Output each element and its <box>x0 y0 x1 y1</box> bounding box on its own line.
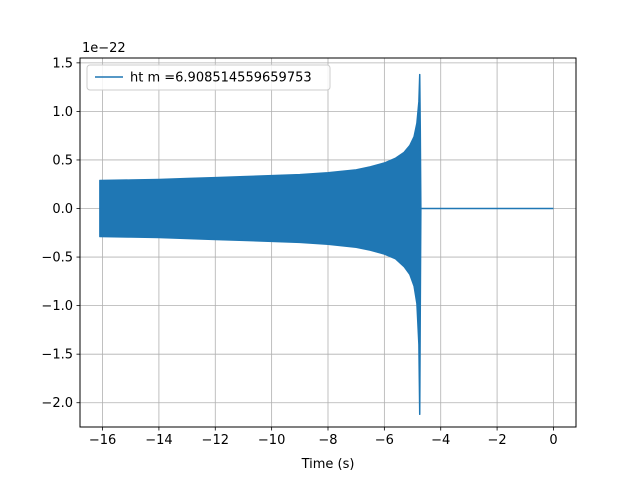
x-tick-label: −2 <box>488 433 507 448</box>
y-ticks: −2.0 −1.5 −1.0 −0.5 0.0 0.5 1.0 1.5 <box>41 56 80 411</box>
y-tick-label: 0.5 <box>52 153 73 168</box>
x-tick-label: −8 <box>318 433 337 448</box>
x-ticks: −16 −14 −12 −10 −8 −6 −4 −2 0 <box>89 427 558 448</box>
y-offset-label: 1e−22 <box>82 41 126 56</box>
plot-series <box>99 73 554 415</box>
x-tick-label: −6 <box>375 433 394 448</box>
y-tick-label: 0.0 <box>52 202 73 217</box>
x-tick-label: −12 <box>202 433 229 448</box>
legend: ht m =6.908514559659753 <box>86 64 331 91</box>
x-axis-label: Time (s) <box>301 457 355 472</box>
y-tick-label: −2.0 <box>41 396 73 411</box>
y-tick-label: 1.5 <box>52 56 73 71</box>
legend-label: ht m =6.908514559659753 <box>130 71 312 86</box>
series-waveform <box>99 73 422 415</box>
x-tick-label: −4 <box>431 433 450 448</box>
y-tick-label: −1.5 <box>41 348 73 363</box>
x-tick-label: −14 <box>145 433 172 448</box>
x-tick-label: −10 <box>258 433 285 448</box>
legend-box <box>86 64 331 91</box>
y-tick-label: 1.0 <box>52 105 73 120</box>
x-tick-label: 0 <box>549 433 557 448</box>
y-tick-label: −1.0 <box>41 299 73 314</box>
y-tick-label: −0.5 <box>41 251 73 266</box>
x-tick-label: −16 <box>89 433 116 448</box>
